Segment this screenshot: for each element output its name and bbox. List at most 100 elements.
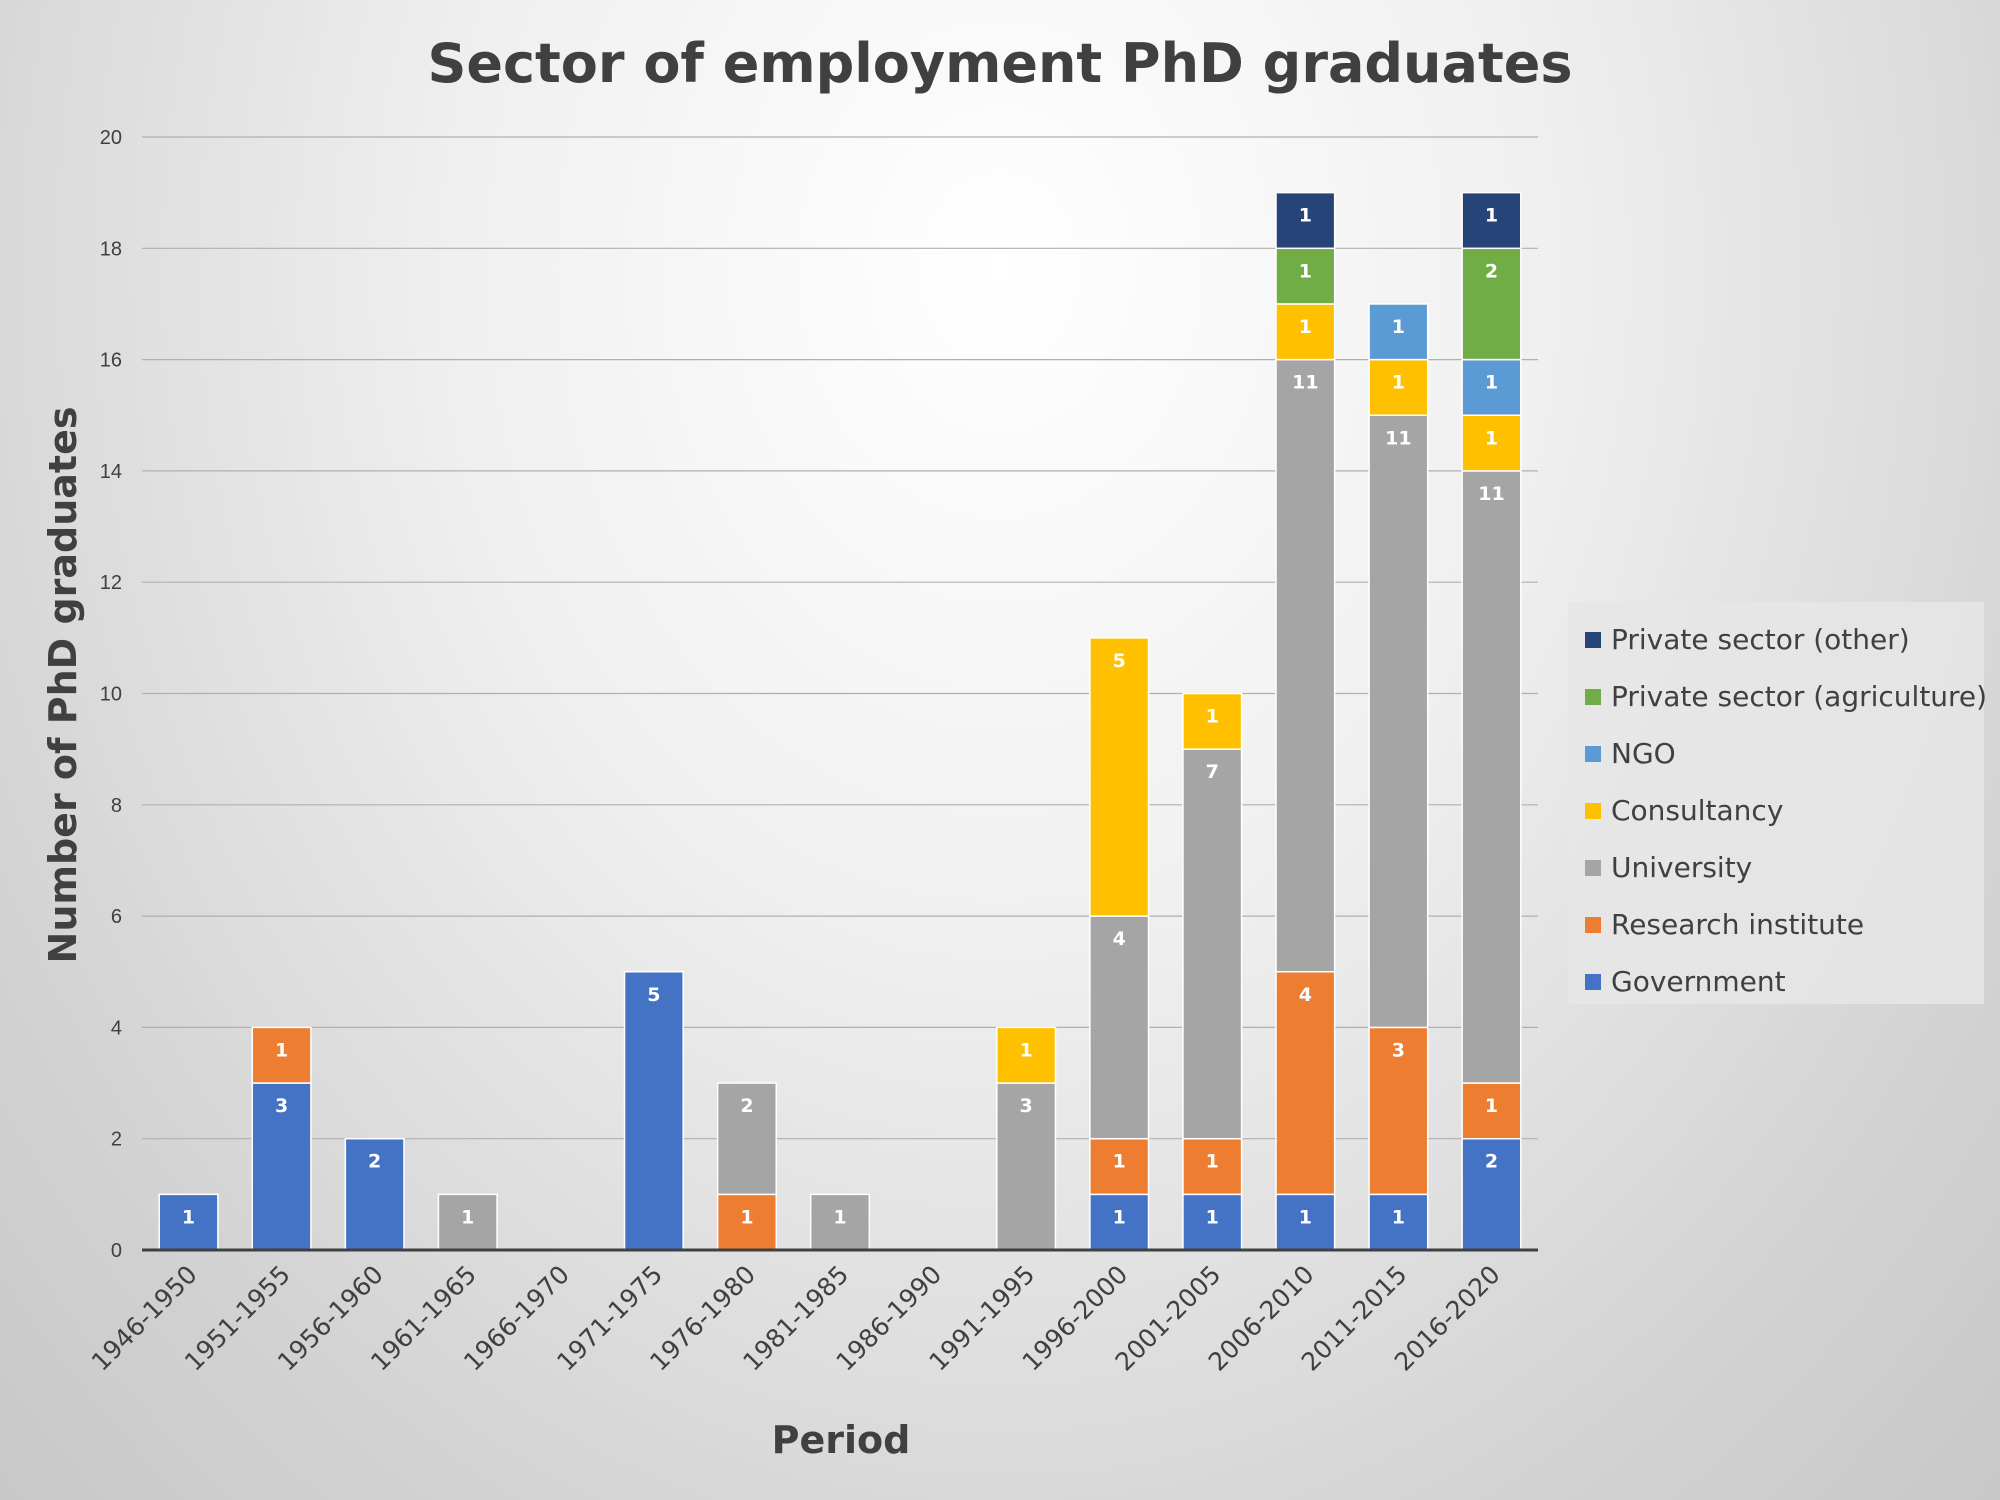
legend-swatch xyxy=(1585,689,1601,705)
legend-entry: Research institute xyxy=(1611,908,1864,941)
data-label: 5 xyxy=(647,984,660,1006)
data-label: 1 xyxy=(1206,706,1219,728)
x-axis-title: Period xyxy=(772,1418,911,1462)
bar-segment xyxy=(623,971,684,1251)
y-tick-label: 12 xyxy=(100,572,122,594)
y-tick-label: 4 xyxy=(111,1017,122,1039)
legend-entry: Private sector (agriculture) xyxy=(1611,680,1987,713)
legend-entry: Private sector (other) xyxy=(1611,623,1910,656)
data-label: 1 xyxy=(1485,1095,1498,1117)
bar-segment xyxy=(1275,358,1336,973)
y-tick-label: 8 xyxy=(111,795,122,817)
data-label: 11 xyxy=(1385,427,1411,449)
bar-segment xyxy=(344,1137,405,1251)
bar-segment xyxy=(1182,692,1243,750)
legend-swatch xyxy=(1585,746,1601,762)
bar-segment xyxy=(1461,247,1522,361)
data-label: 1 xyxy=(461,1206,474,1228)
data-label: 1 xyxy=(833,1206,846,1228)
gridlines xyxy=(142,136,1538,1140)
bar-segment xyxy=(1089,915,1150,1140)
y-tick-label: 2 xyxy=(111,1129,122,1151)
data-label: 1 xyxy=(1206,1151,1219,1173)
data-label: 1 xyxy=(1206,1206,1219,1228)
y-axis-title: Number of PhD graduates xyxy=(41,407,85,964)
data-label: 3 xyxy=(275,1095,288,1117)
bar-segment xyxy=(1368,1193,1429,1251)
legend-entry: University xyxy=(1611,851,1752,884)
bar-segment xyxy=(716,1193,777,1251)
data-label: 1 xyxy=(1299,260,1312,282)
y-tick-label: 20 xyxy=(100,127,122,149)
bar-segment xyxy=(251,1026,312,1084)
data-label: 11 xyxy=(1478,483,1504,505)
legend-entry: NGO xyxy=(1611,737,1676,770)
data-label: 1 xyxy=(275,1039,288,1061)
data-label: 1 xyxy=(1485,427,1498,449)
data-label: 2 xyxy=(1485,1151,1498,1173)
data-label: 4 xyxy=(1299,984,1312,1006)
bar-segment xyxy=(716,1082,777,1196)
bar-segment xyxy=(1275,191,1336,250)
bar-segment xyxy=(1461,414,1522,472)
chart-title: Sector of employment PhD graduates xyxy=(427,32,1572,95)
bar-segment xyxy=(1461,1082,1522,1140)
data-label: 1 xyxy=(1299,1206,1312,1228)
data-label: 5 xyxy=(1113,650,1126,672)
data-label: 7 xyxy=(1206,761,1219,783)
x-axis-ticks: 1946-19501951-19551956-19601961-19651966… xyxy=(86,1260,1506,1377)
y-tick-label: 14 xyxy=(100,461,122,483)
y-tick-label: 0 xyxy=(111,1240,122,1262)
bar-segment xyxy=(251,1082,312,1251)
data-label: 1 xyxy=(740,1206,753,1228)
data-label: 1 xyxy=(1020,1039,1033,1061)
data-label: 1 xyxy=(1299,205,1312,227)
legend: Private sector (other) Private sector (ag… xyxy=(1568,602,1987,1004)
data-label: 1 xyxy=(1485,372,1498,394)
data-label: 2 xyxy=(368,1151,381,1173)
data-label: 3 xyxy=(1392,1039,1405,1061)
bar-segment xyxy=(1461,358,1522,417)
bars xyxy=(158,191,1522,1251)
data-label: 1 xyxy=(1485,205,1498,227)
data-label: 1 xyxy=(1299,316,1312,338)
data-label: 3 xyxy=(1020,1095,1033,1117)
legend-entry: Government xyxy=(1611,965,1786,998)
data-label: 1 xyxy=(1392,372,1405,394)
bar-segment xyxy=(996,1082,1057,1251)
bar-segment xyxy=(1089,637,1150,917)
bar-segment xyxy=(158,1193,219,1251)
bar-segment xyxy=(1368,414,1429,1029)
data-label: 2 xyxy=(1485,260,1498,282)
legend-background xyxy=(1568,602,1984,1004)
bar-segment xyxy=(996,1026,1057,1084)
data-label: 1 xyxy=(1113,1151,1126,1173)
data-label: 1 xyxy=(1392,1206,1405,1228)
data-label: 2 xyxy=(740,1095,753,1117)
data-label: 4 xyxy=(1113,928,1126,950)
legend-swatch xyxy=(1585,917,1601,933)
data-label: 1 xyxy=(182,1206,195,1228)
y-tick-label: 18 xyxy=(100,238,122,260)
data-label: 11 xyxy=(1292,372,1318,394)
bar-segment xyxy=(1461,191,1522,250)
bar-segment xyxy=(437,1193,498,1251)
bar-segment xyxy=(1089,1137,1150,1196)
y-tick-label: 6 xyxy=(111,906,122,928)
bar-segment xyxy=(1368,303,1429,361)
data-label: 1 xyxy=(1113,1206,1126,1228)
bar-segment xyxy=(1461,470,1522,1084)
data-label: 1 xyxy=(1392,316,1405,338)
bar-segment xyxy=(1182,748,1243,1140)
legend-swatch xyxy=(1585,974,1601,990)
legend-swatch xyxy=(1585,803,1601,819)
y-tick-label: 16 xyxy=(100,350,122,372)
legend-swatch xyxy=(1585,860,1601,876)
legend-swatch xyxy=(1585,632,1601,648)
y-axis-ticks: 0 2 4 6 8 10 12 14 16 18 20 xyxy=(100,127,122,1262)
legend-entry: Consultancy xyxy=(1611,794,1783,827)
y-tick-label: 10 xyxy=(100,684,122,706)
